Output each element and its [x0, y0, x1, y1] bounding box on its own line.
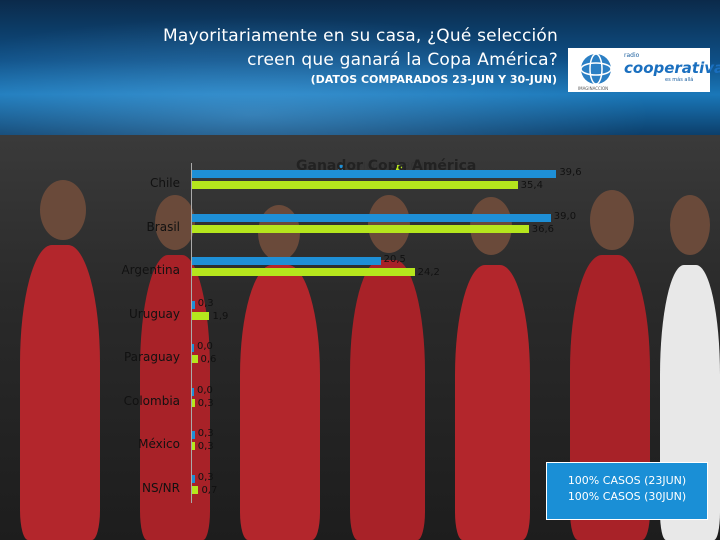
- bar-series-2: [192, 181, 518, 189]
- cases-line-2: 100% CASOS (30JUN): [567, 490, 687, 503]
- bar-series-1: [192, 257, 381, 265]
- value-label: 35,4: [520, 180, 543, 191]
- value-label: 1,9: [212, 310, 229, 322]
- player-figure: [20, 245, 100, 540]
- player-head: [40, 180, 86, 240]
- bar-series-2: [192, 355, 198, 363]
- category-label: Brasil: [146, 219, 180, 234]
- category-label: Chile: [149, 176, 180, 190]
- bar-series-2: [192, 485, 199, 494]
- bar-series-1: [192, 474, 195, 483]
- value-label: 0,3: [197, 297, 214, 309]
- value-label: 24,2: [417, 267, 440, 278]
- legend-label-series-2: 30-Jun: [404, 161, 437, 172]
- player-figure: [455, 265, 530, 540]
- page-title: Mayoritariamente en su casa, ¿Qué selecc…: [138, 24, 558, 72]
- legend-label-series-1: 23-Jun: [346, 161, 379, 172]
- bar-series-2: [192, 442, 195, 450]
- value-label: 39,6: [559, 167, 582, 178]
- value-label: 0,3: [197, 428, 214, 439]
- player-head: [670, 195, 710, 255]
- logo-sub-text: IMAGINACCION: [578, 86, 609, 91]
- category-label: México: [138, 437, 180, 451]
- title-line-1: Mayoritariamente en su casa, ¿Qué selecc…: [162, 26, 558, 46]
- bar-series-1: [192, 387, 194, 396]
- bar-series-2: [192, 311, 210, 320]
- bar-series-2: [192, 224, 529, 233]
- category-label: Argentina: [121, 263, 180, 277]
- logo-tagline: es más allá: [665, 77, 694, 83]
- bar-series-1: [192, 431, 195, 439]
- value-label: 0,7: [201, 484, 218, 496]
- player-head: [590, 190, 634, 250]
- chart-legend: 23-Jun 30-Jun: [296, 158, 476, 180]
- value-label: 0,3: [197, 397, 214, 409]
- category-label: Colombia: [123, 393, 180, 408]
- brand-logo: radio cooperativa es más allá IMAGINACCI…: [568, 48, 720, 92]
- value-label: 36,6: [531, 223, 554, 235]
- player-figure: [240, 265, 320, 540]
- player-figure: [350, 260, 425, 540]
- value-label: 0,3: [197, 471, 214, 483]
- category-axis-line: [191, 163, 192, 503]
- player-head: [368, 195, 410, 253]
- cases-info-box: 100% CASOS (23JUN) 100% CASOS (30JUN): [546, 462, 708, 520]
- bar-series-1: [192, 213, 551, 222]
- bar-series-2: [192, 268, 415, 276]
- cases-line-1: 100% CASOS (23JUN): [567, 474, 687, 487]
- bar-series-2: [192, 398, 195, 407]
- value-label: 39,0: [553, 210, 577, 222]
- value-label: 20,5: [383, 254, 406, 265]
- bar-series-1: [192, 300, 195, 309]
- value-label: 0,0: [197, 341, 213, 352]
- bar-series-1: [192, 344, 194, 352]
- value-label: 0,6: [200, 354, 217, 365]
- globe-emblem-icon: [580, 53, 612, 85]
- title-line-2: creen que ganará la Copa América?: [247, 50, 558, 70]
- page-subtitle: (DATOS COMPARADOS 23-JUN Y 30-JUN): [310, 73, 557, 86]
- value-label: 0,0: [197, 384, 213, 396]
- category-label: Paraguay: [123, 350, 180, 364]
- value-label: 0,3: [197, 441, 214, 452]
- category-label: Uruguay: [129, 306, 180, 321]
- legend-swatch-series-1: [338, 165, 344, 171]
- logo-small-text: radio: [624, 52, 640, 59]
- logo-brand-text: cooperativa: [624, 59, 720, 77]
- legend-swatch-series-2: [396, 165, 402, 171]
- player-head: [155, 195, 195, 250]
- bar-series-1: [192, 170, 557, 178]
- category-label: NS/NR: [142, 480, 180, 495]
